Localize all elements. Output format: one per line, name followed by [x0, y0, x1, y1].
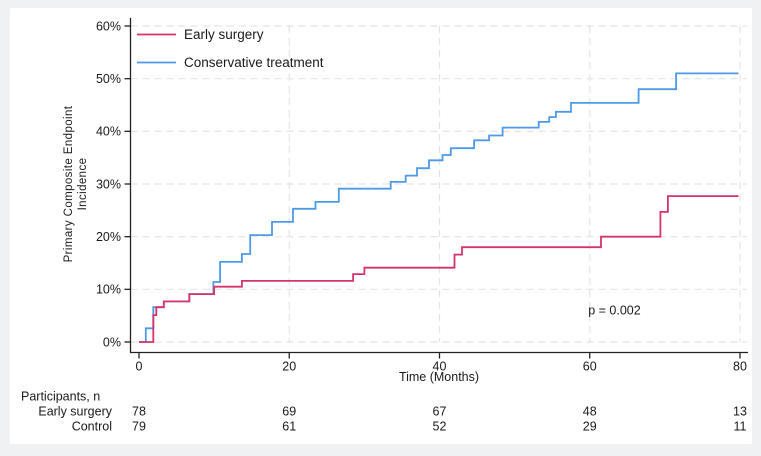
axis-ticks	[124, 25, 741, 359]
participants-row-label-early-surgery: Early surgery	[38, 405, 112, 419]
p-value-annotation: p = 0.002	[588, 303, 641, 317]
legend-label-early-surgery: Early surgery	[184, 27, 264, 42]
participants-row-label-control: Control	[72, 420, 112, 434]
figure-panel	[10, 8, 752, 444]
participants-table-title: Participants, n	[21, 390, 100, 404]
y-tick-label-20: 20%	[96, 230, 121, 244]
participants-value-control-m20: 61	[282, 420, 296, 434]
x-tick-label-80: 80	[733, 360, 747, 374]
participants-value-control-m80: 11	[734, 420, 747, 434]
legend: Early surgery Conservative treatment	[137, 27, 324, 70]
legend-label-conservative-treatment: Conservative treatment	[184, 55, 324, 70]
participants-value-control-m40: 52	[433, 420, 447, 434]
x-tick-label-40: 40	[433, 360, 447, 374]
participants-value-early-surgery-m80: 13	[733, 405, 747, 419]
y-tick-label-50: 50%	[96, 72, 121, 86]
y-tick-label-60: 60%	[96, 19, 121, 33]
participants-value-early-surgery-m20: 69	[282, 405, 296, 419]
x-tick-label-60: 60	[583, 360, 597, 374]
y-tick-label-10: 10%	[96, 283, 121, 297]
participants-value-control-m60: 29	[583, 420, 597, 434]
participants-value-early-surgery-m0: 78	[132, 405, 146, 419]
x-axis-title: Time (Months)	[399, 370, 479, 384]
participants-values: 78 69 67 48 13 79 61 52 29 11	[132, 405, 747, 434]
axis-tick-labels: 0% 10% 20% 30% 40% 50% 60% 0 20 40 60 80	[96, 19, 747, 373]
x-tick-label-20: 20	[282, 360, 296, 374]
gridlines	[130, 25, 747, 343]
participants-value-early-surgery-m60: 48	[583, 405, 597, 419]
participants-table: Participants, n Early surgery Control 78…	[21, 390, 747, 434]
participants-value-early-surgery-m40: 67	[433, 405, 447, 419]
y-axis-title-line2: Incidence	[77, 158, 89, 211]
survival-curves	[139, 72, 739, 343]
y-tick-label-30: 30%	[96, 177, 121, 191]
participants-value-control-m0: 79	[132, 420, 146, 434]
early-surgery-curve	[139, 195, 739, 343]
y-tick-label-40: 40%	[96, 125, 121, 139]
y-axis-title-line1: Primary Composite Endpoint	[63, 105, 75, 262]
x-tick-label-0: 0	[136, 360, 143, 374]
y-tick-label-0: 0%	[103, 335, 121, 349]
